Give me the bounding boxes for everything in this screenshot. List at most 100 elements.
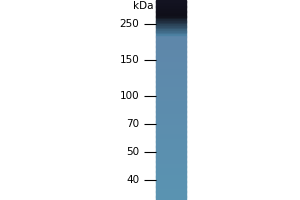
Bar bbox=[156, 105, 186, 107]
Text: 70: 70 bbox=[126, 119, 140, 129]
Bar bbox=[156, 111, 186, 113]
Bar bbox=[156, 6, 186, 8]
Bar bbox=[156, 108, 186, 110]
Bar bbox=[156, 148, 186, 150]
Bar bbox=[156, 58, 186, 60]
Bar bbox=[156, 100, 186, 102]
Bar bbox=[156, 15, 186, 17]
Bar bbox=[156, 51, 186, 53]
Bar bbox=[156, 61, 186, 63]
Bar bbox=[156, 140, 186, 142]
Bar bbox=[156, 136, 186, 138]
Bar bbox=[156, 181, 186, 183]
Bar bbox=[156, 101, 186, 103]
Bar bbox=[156, 106, 186, 108]
Bar bbox=[156, 55, 186, 57]
Bar bbox=[156, 166, 186, 168]
Bar bbox=[156, 75, 186, 77]
Bar bbox=[156, 123, 186, 125]
Bar bbox=[156, 73, 186, 75]
Bar bbox=[156, 90, 186, 92]
Bar bbox=[156, 20, 186, 22]
Bar bbox=[156, 198, 186, 200]
Bar bbox=[156, 190, 186, 192]
Text: kDa: kDa bbox=[133, 1, 153, 11]
Bar bbox=[156, 165, 186, 167]
Bar bbox=[156, 150, 186, 152]
Bar bbox=[156, 5, 186, 7]
Bar bbox=[156, 151, 186, 153]
Bar bbox=[156, 141, 186, 143]
Bar bbox=[156, 30, 186, 32]
Bar bbox=[156, 193, 186, 195]
Bar bbox=[156, 186, 186, 188]
Bar bbox=[156, 38, 186, 40]
Bar bbox=[156, 80, 186, 82]
Bar bbox=[156, 131, 186, 133]
Bar bbox=[156, 176, 186, 178]
Bar bbox=[156, 45, 186, 47]
Bar bbox=[156, 31, 186, 33]
Bar bbox=[156, 118, 186, 120]
Bar bbox=[156, 185, 186, 187]
Bar bbox=[156, 8, 186, 10]
Bar bbox=[156, 135, 186, 137]
Text: 150: 150 bbox=[120, 55, 140, 65]
Bar bbox=[156, 48, 186, 50]
Bar bbox=[156, 3, 186, 5]
Bar bbox=[156, 130, 186, 132]
Text: 250: 250 bbox=[120, 19, 140, 29]
Bar bbox=[156, 155, 186, 157]
Bar bbox=[156, 143, 186, 145]
Bar bbox=[156, 16, 186, 18]
Bar bbox=[156, 86, 186, 88]
Bar bbox=[156, 178, 186, 180]
Bar bbox=[156, 63, 186, 65]
Bar bbox=[156, 40, 186, 42]
Bar bbox=[156, 171, 186, 173]
Bar bbox=[156, 56, 186, 58]
Bar bbox=[156, 183, 186, 185]
Bar bbox=[156, 0, 186, 2]
Text: 50: 50 bbox=[126, 147, 140, 157]
Bar bbox=[156, 98, 186, 100]
Text: 40: 40 bbox=[126, 175, 140, 185]
Bar bbox=[156, 168, 186, 170]
Bar bbox=[156, 95, 186, 97]
Bar bbox=[156, 33, 186, 35]
Bar bbox=[156, 21, 186, 23]
Bar bbox=[156, 41, 186, 43]
Bar bbox=[156, 160, 186, 162]
Bar bbox=[156, 103, 186, 105]
Bar bbox=[156, 36, 186, 38]
Bar bbox=[156, 93, 186, 95]
Bar bbox=[156, 23, 186, 25]
Bar bbox=[156, 96, 186, 98]
Bar bbox=[156, 43, 186, 45]
Bar bbox=[156, 50, 186, 52]
Bar bbox=[156, 78, 186, 80]
Bar bbox=[156, 10, 186, 12]
Bar bbox=[156, 25, 186, 27]
Bar bbox=[156, 116, 186, 118]
Bar bbox=[156, 28, 186, 30]
Bar bbox=[156, 35, 186, 37]
Bar bbox=[156, 115, 186, 117]
Bar bbox=[156, 53, 186, 55]
Bar bbox=[156, 163, 186, 165]
Bar bbox=[156, 180, 186, 182]
Bar bbox=[156, 11, 186, 13]
Bar bbox=[156, 138, 186, 140]
Bar bbox=[156, 26, 186, 28]
Bar bbox=[156, 196, 186, 198]
Bar bbox=[156, 158, 186, 160]
Bar bbox=[156, 70, 186, 72]
Bar bbox=[156, 65, 186, 67]
Bar bbox=[156, 68, 186, 70]
Bar bbox=[156, 121, 186, 123]
Bar bbox=[156, 125, 186, 127]
Bar bbox=[156, 88, 186, 90]
Bar bbox=[156, 110, 186, 112]
Bar bbox=[156, 18, 186, 20]
Bar bbox=[156, 173, 186, 175]
